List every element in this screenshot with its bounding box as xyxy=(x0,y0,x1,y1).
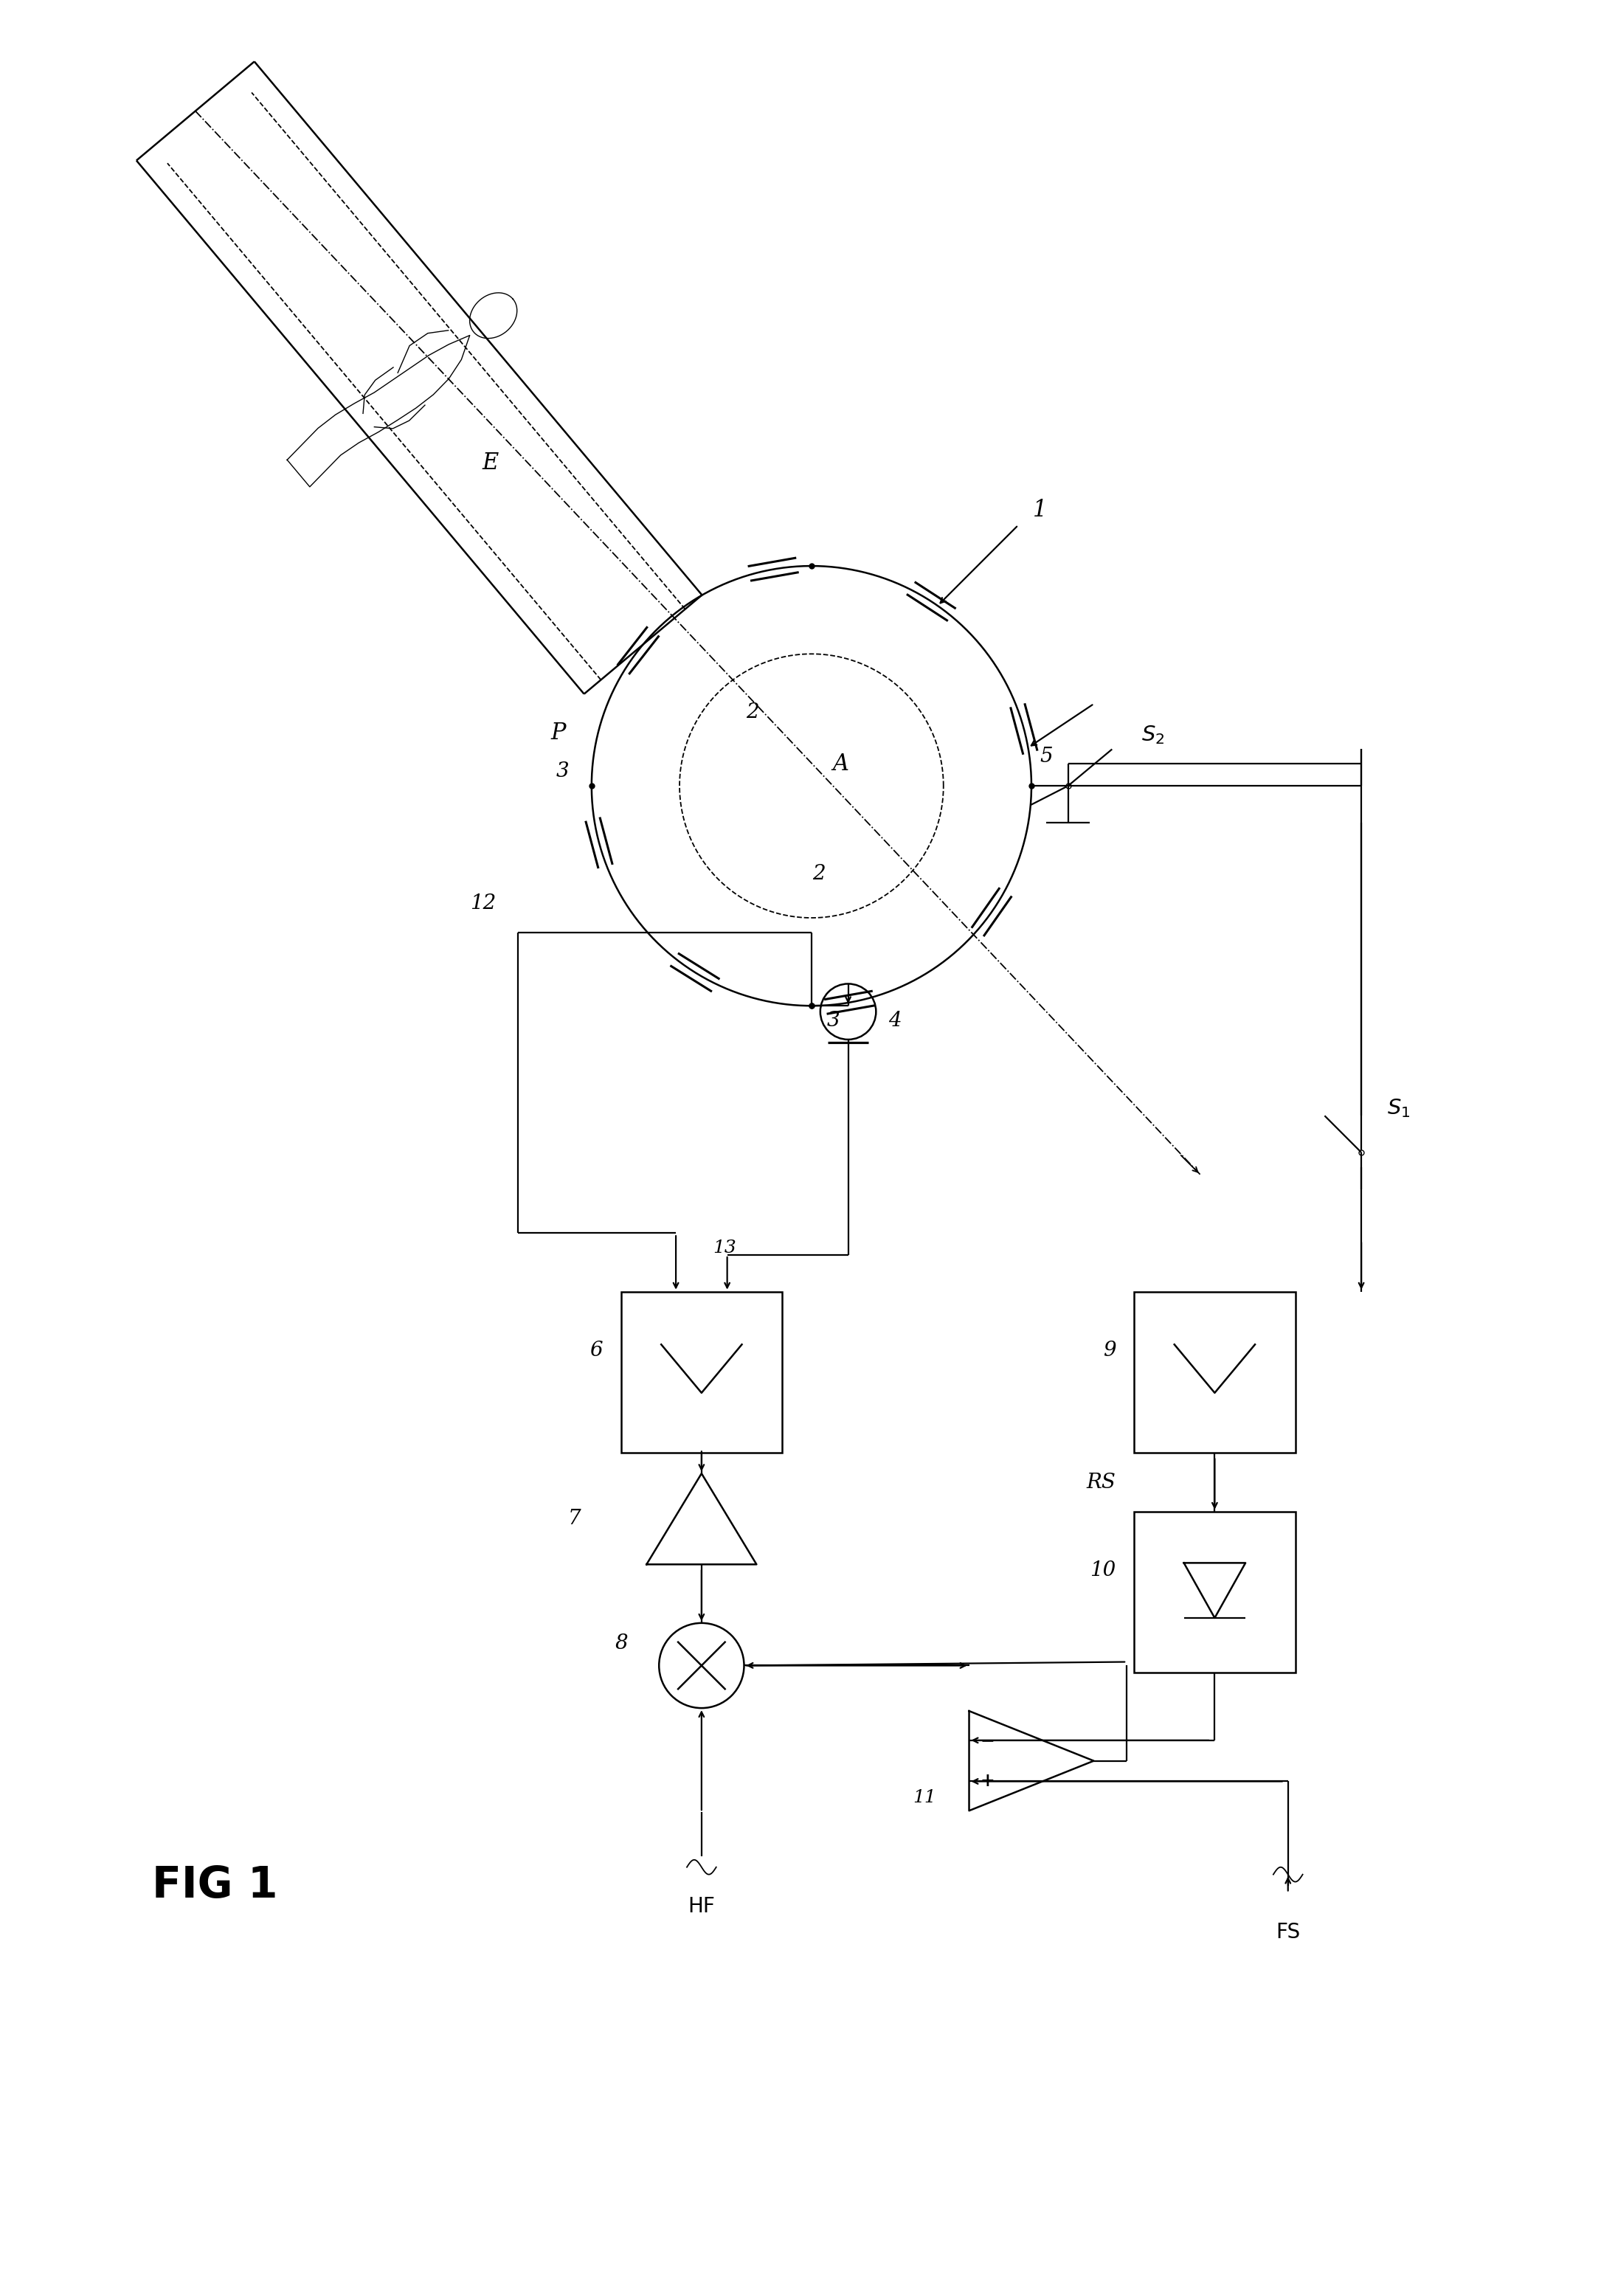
Text: 5: 5 xyxy=(1039,746,1052,767)
Text: 6: 6 xyxy=(589,1341,602,1359)
Text: E: E xyxy=(482,452,498,475)
Text: 7: 7 xyxy=(568,1508,581,1529)
Text: 13: 13 xyxy=(712,1240,736,1256)
Bar xyxy=(621,1293,783,1453)
Text: 9: 9 xyxy=(1103,1341,1116,1359)
Text: 8: 8 xyxy=(615,1632,628,1653)
Text: 11: 11 xyxy=(913,1789,937,1807)
Bar xyxy=(1134,1293,1295,1453)
Text: −: − xyxy=(980,1731,994,1750)
Text: +: + xyxy=(980,1773,994,1791)
Text: FIG 1: FIG 1 xyxy=(152,1864,277,1906)
Text: 2: 2 xyxy=(812,863,826,884)
Text: 12: 12 xyxy=(471,893,496,914)
Text: 3: 3 xyxy=(556,762,568,781)
Text: $S_1$: $S_1$ xyxy=(1386,1097,1410,1120)
Text: 3: 3 xyxy=(828,1010,841,1031)
Text: 1: 1 xyxy=(1033,498,1047,521)
Text: HF: HF xyxy=(688,1896,716,1917)
Bar xyxy=(1134,1511,1295,1674)
Text: FS: FS xyxy=(1276,1922,1300,1942)
Text: A: A xyxy=(833,753,849,776)
Text: $S_2$: $S_2$ xyxy=(1142,723,1164,746)
Text: 4: 4 xyxy=(889,1010,901,1031)
Text: P: P xyxy=(551,721,565,744)
Text: 10: 10 xyxy=(1090,1561,1116,1580)
Text: 2: 2 xyxy=(746,703,759,723)
Text: RS: RS xyxy=(1087,1472,1116,1492)
